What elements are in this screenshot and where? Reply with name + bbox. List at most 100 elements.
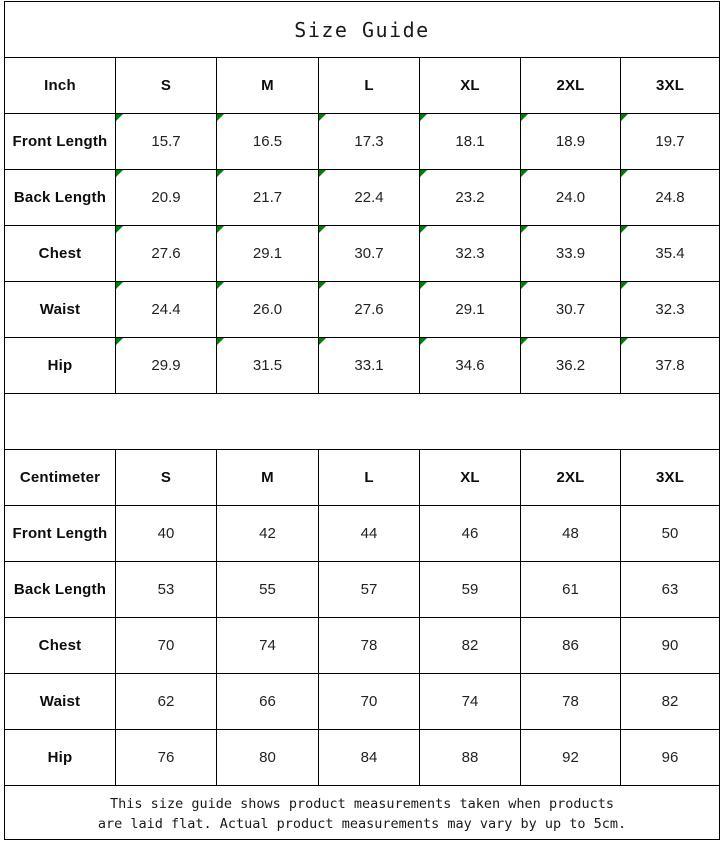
footer-note: This size guide shows product measuremen… bbox=[3, 785, 721, 840]
row-label: Waist bbox=[4, 281, 116, 338]
cell-value: 27.6 bbox=[115, 225, 217, 282]
cell-value: 22.4 bbox=[318, 169, 420, 226]
cm-size-header-s: S bbox=[115, 449, 217, 506]
cell-value: 35.4 bbox=[619, 225, 721, 282]
cell-value: 78 bbox=[318, 617, 420, 674]
table-row: Front Length 40 42 44 46 48 50 bbox=[4, 505, 721, 562]
cell-value: 84 bbox=[318, 729, 420, 786]
cm-size-header-l: L bbox=[318, 449, 420, 506]
table-row: Waist 24.4 26.0 27.6 29.1 30.7 32.3 bbox=[4, 281, 721, 338]
cell-value: 40 bbox=[115, 505, 217, 562]
row-label: Chest bbox=[4, 225, 116, 282]
inch-size-header-s: S bbox=[115, 57, 217, 114]
centimeter-header-row: Centimeter S M L XL 2XL 3XL bbox=[4, 449, 721, 506]
footer-note-row: This size guide shows product measuremen… bbox=[3, 785, 721, 840]
cell-value: 86 bbox=[520, 617, 621, 674]
cell-value: 66 bbox=[216, 673, 319, 730]
spacer-row bbox=[3, 393, 721, 450]
cell-value: 88 bbox=[419, 729, 521, 786]
cm-size-header-xl: XL bbox=[419, 449, 521, 506]
cell-value: 24.8 bbox=[619, 169, 721, 226]
cell-value: 18.1 bbox=[419, 113, 521, 170]
cell-value: 19.7 bbox=[619, 113, 721, 170]
row-label: Chest bbox=[4, 617, 116, 674]
cell-value: 82 bbox=[419, 617, 521, 674]
cell-value: 46 bbox=[419, 505, 521, 562]
cell-value: 30.7 bbox=[318, 225, 420, 282]
row-label: Back Length bbox=[4, 561, 116, 618]
inch-size-header-l: L bbox=[318, 57, 420, 114]
cm-size-header-m: M bbox=[216, 449, 319, 506]
cell-value: 44 bbox=[318, 505, 420, 562]
table-row: Front Length 15.7 16.5 17.3 18.1 18.9 19… bbox=[4, 113, 721, 170]
table-row: Hip 29.9 31.5 33.1 34.6 36.2 37.8 bbox=[4, 337, 721, 394]
cell-value: 17.3 bbox=[318, 113, 420, 170]
table-row: Back Length 53 55 57 59 61 63 bbox=[4, 561, 721, 618]
cell-value: 53 bbox=[115, 561, 217, 618]
cm-size-header-2xl: 2XL bbox=[520, 449, 621, 506]
cell-value: 70 bbox=[115, 617, 217, 674]
page-title: Size Guide bbox=[3, 1, 721, 58]
cell-value: 74 bbox=[216, 617, 319, 674]
row-label: Waist bbox=[4, 673, 116, 730]
inch-size-header-xl: XL bbox=[419, 57, 521, 114]
cell-value: 96 bbox=[619, 729, 721, 786]
cell-value: 36.2 bbox=[520, 337, 621, 394]
inch-header-row: Inch S M L XL 2XL 3XL bbox=[4, 57, 721, 114]
cell-value: 29.1 bbox=[216, 225, 319, 282]
cell-value: 18.9 bbox=[520, 113, 621, 170]
cm-size-header-3xl: 3XL bbox=[619, 449, 721, 506]
cell-value: 29.9 bbox=[115, 337, 217, 394]
cell-value: 70 bbox=[318, 673, 420, 730]
title-row: Size Guide bbox=[3, 1, 721, 58]
cell-value: 15.7 bbox=[115, 113, 217, 170]
cell-value: 32.3 bbox=[419, 225, 521, 282]
cell-value: 74 bbox=[419, 673, 521, 730]
footer-note-line-2: are laid flat. Actual product measuremen… bbox=[97, 815, 627, 832]
cell-value: 29.1 bbox=[419, 281, 521, 338]
cell-value: 26.0 bbox=[216, 281, 319, 338]
row-label: Hip bbox=[4, 729, 116, 786]
cell-value: 34.6 bbox=[419, 337, 521, 394]
cell-value: 57 bbox=[318, 561, 420, 618]
cell-value: 21.7 bbox=[216, 169, 319, 226]
cell-value: 24.0 bbox=[520, 169, 621, 226]
inch-unit-header: Inch bbox=[4, 57, 116, 114]
row-label: Back Length bbox=[4, 169, 116, 226]
row-label: Front Length bbox=[4, 113, 116, 170]
cell-value: 78 bbox=[520, 673, 621, 730]
row-label: Hip bbox=[4, 337, 116, 394]
cell-value: 92 bbox=[520, 729, 621, 786]
cell-value: 82 bbox=[619, 673, 721, 730]
cell-value: 31.5 bbox=[216, 337, 319, 394]
cell-value: 61 bbox=[520, 561, 621, 618]
cell-value: 24.4 bbox=[115, 281, 217, 338]
cell-value: 30.7 bbox=[520, 281, 621, 338]
cell-value: 16.5 bbox=[216, 113, 319, 170]
table-row: Chest 27.6 29.1 30.7 32.3 33.9 35.4 bbox=[4, 225, 721, 282]
cell-value: 33.9 bbox=[520, 225, 621, 282]
centimeter-unit-header: Centimeter bbox=[4, 449, 116, 506]
cell-value: 90 bbox=[619, 617, 721, 674]
cell-value: 76 bbox=[115, 729, 217, 786]
inch-size-header-m: M bbox=[216, 57, 319, 114]
cell-value: 37.8 bbox=[619, 337, 721, 394]
inch-size-header-3xl: 3XL bbox=[619, 57, 721, 114]
cell-value: 32.3 bbox=[619, 281, 721, 338]
cell-value: 27.6 bbox=[318, 281, 420, 338]
size-guide-sheet: Size Guide Inch S M L XL 2XL 3XL Front L… bbox=[3, 1, 721, 840]
table-row: Hip 76 80 84 88 92 96 bbox=[4, 729, 721, 786]
cell-value: 55 bbox=[216, 561, 319, 618]
footer-note-line-1: This size guide shows product measuremen… bbox=[110, 795, 614, 812]
inch-size-header-2xl: 2XL bbox=[520, 57, 621, 114]
cell-value: 50 bbox=[619, 505, 721, 562]
table-row: Back Length 20.9 21.7 22.4 23.2 24.0 24.… bbox=[4, 169, 721, 226]
spacer-cell bbox=[3, 393, 721, 450]
cell-value: 42 bbox=[216, 505, 319, 562]
cell-value: 80 bbox=[216, 729, 319, 786]
cell-value: 63 bbox=[619, 561, 721, 618]
cell-value: 48 bbox=[520, 505, 621, 562]
cell-value: 62 bbox=[115, 673, 217, 730]
cell-value: 23.2 bbox=[419, 169, 521, 226]
row-label: Front Length bbox=[4, 505, 116, 562]
